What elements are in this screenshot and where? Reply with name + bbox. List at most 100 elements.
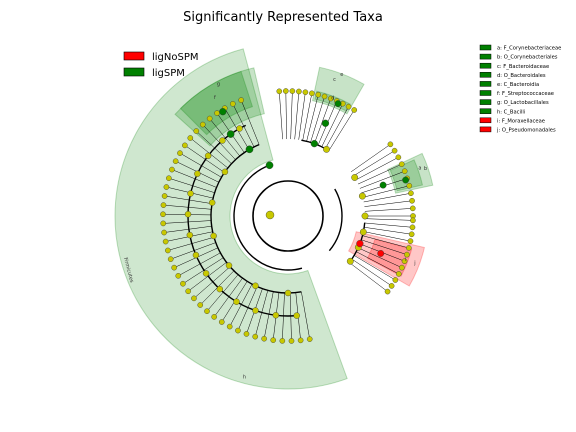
branch-56: [355, 157, 399, 181]
branch-26: [164, 195, 213, 204]
branch-69: [362, 235, 409, 249]
node-family-217: [204, 152, 212, 160]
branch-16: [182, 257, 224, 284]
clade-swatch-d: [479, 72, 492, 78]
leaf-node-34: [193, 128, 200, 134]
clade-swatch-j: [479, 126, 492, 133]
clade-letter-d: d: [331, 95, 334, 101]
branch-49: [314, 98, 331, 144]
leaf-node-71: [401, 258, 408, 265]
leaf-node-32: [182, 142, 188, 149]
leaf-node-23: [160, 220, 167, 227]
node-bacilli: [265, 161, 274, 170]
clade-legend-label-b: b: O_Corynebacteriales: [497, 55, 558, 61]
branch-58: [359, 170, 405, 189]
leaf-node-45: [302, 89, 309, 96]
leaf-node-30: [172, 158, 179, 165]
group-legend: ligNoSPM ligSPM: [123, 51, 199, 79]
leaf-node-48: [321, 93, 328, 100]
leaf-node-9: [226, 323, 233, 330]
leaf-node-36: [206, 115, 213, 122]
ring-kingdom: [252, 180, 324, 252]
branch-61: [363, 192, 411, 203]
branch-6: [254, 290, 269, 337]
clade-swatch-f: [479, 90, 492, 96]
clade-letter-h: h: [243, 374, 246, 380]
clade-swatch-i: [479, 117, 492, 124]
node-family-193: [187, 190, 194, 197]
branch-25: [163, 204, 212, 210]
branch-23: [163, 220, 212, 224]
node-order-190: [208, 199, 216, 206]
legend-swatch-ligNoSPM: [123, 51, 145, 61]
branch-12: [206, 274, 239, 312]
leaf-node-26: [161, 193, 168, 199]
node-order-165: [210, 232, 217, 240]
leaf-node-61: [408, 190, 414, 197]
clade-letter-g: g: [217, 81, 220, 87]
branch-75: [351, 258, 392, 287]
clade-legend-label-j: j: O_Pseudomonadales: [496, 128, 556, 134]
branch-14: [193, 266, 231, 299]
branch-65: [364, 218, 413, 221]
clade-letter-i: i: [405, 257, 406, 263]
branch-51: [321, 103, 344, 147]
branch-62: [364, 200, 413, 207]
leaf-node-4: [270, 337, 276, 343]
clade-legend: a: F_Corynebacteriaceae b: O_Corynebacter…: [479, 44, 561, 134]
branch-32: [184, 145, 225, 173]
node-family-121: [233, 298, 240, 305]
leaf-node-25: [160, 202, 167, 208]
leaf-node-73: [395, 271, 402, 277]
leaf-node-46: [309, 90, 315, 97]
node-other-300: [323, 145, 330, 153]
leaf-node-15: [185, 288, 191, 295]
node-order-215: [221, 168, 229, 176]
branch-72: [358, 247, 402, 268]
branch-9: [229, 283, 253, 327]
leaf-node-18: [171, 264, 177, 271]
leaf-node-37: [214, 110, 220, 116]
legend-swatch-ligSPM: [123, 67, 145, 77]
branch-11: [213, 277, 243, 318]
branch-29: [171, 169, 217, 188]
branch-44: [294, 91, 300, 140]
branch-46: [302, 93, 313, 141]
branch-0: [301, 291, 310, 340]
node-other-0: [361, 212, 369, 220]
branch-2: [289, 292, 292, 341]
leaf-node-57: [398, 161, 405, 167]
branch-35: [202, 124, 236, 160]
node-order-115: [252, 282, 259, 289]
leaf-node-21: [162, 238, 169, 245]
leaf-node-1: [297, 337, 304, 344]
branch-73: [356, 251, 399, 275]
leaf-node-43: [289, 88, 296, 94]
leaf-node-55: [391, 147, 398, 154]
clade-letter-c: c: [333, 77, 336, 83]
branch-39: [232, 103, 255, 148]
leaf-node-42: [283, 88, 289, 94]
leaf-node-62: [409, 197, 415, 204]
leaf-node-35: [199, 121, 206, 128]
branch-43: [290, 91, 293, 140]
legend-label-ligSPM: ligSPM: [152, 68, 185, 79]
node-family-157: [192, 251, 200, 259]
node-bacteroidaceae: [334, 100, 342, 108]
clade-letter-f: f: [214, 95, 216, 101]
leaf-node-63: [409, 205, 416, 212]
leaf-node-7: [243, 331, 250, 337]
shade-bacilli: [114, 48, 348, 390]
leaf-node-68: [407, 238, 414, 244]
branch-68: [363, 231, 411, 242]
clade-swatch-a: [479, 44, 492, 51]
branch-8: [237, 286, 258, 331]
leaf-node-56: [395, 154, 402, 161]
branch-76: [349, 262, 388, 292]
branch-66: [364, 222, 413, 228]
node-family-97: [272, 312, 280, 319]
branch-57: [357, 163, 402, 185]
clade-legend-label-f: f: F_Streptococcaceae: [497, 91, 554, 97]
node-streptococcaceae: [226, 130, 235, 138]
